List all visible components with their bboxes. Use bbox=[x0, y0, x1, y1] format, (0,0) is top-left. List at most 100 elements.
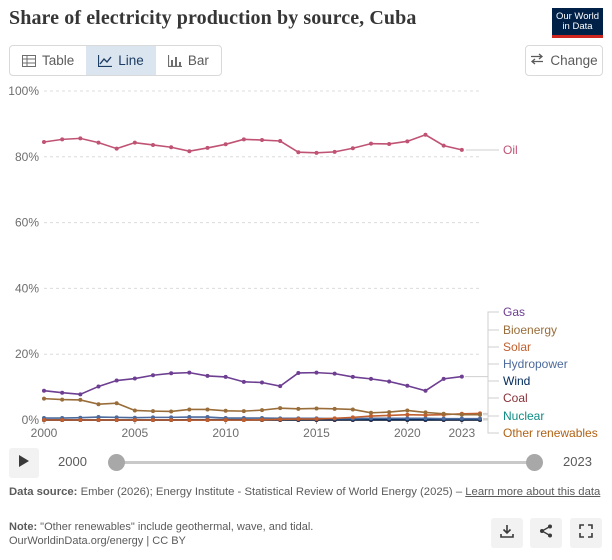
data-point bbox=[169, 371, 174, 376]
data-point bbox=[350, 374, 355, 379]
y-tick-label: 0% bbox=[22, 413, 40, 427]
x-tick-label: 2023 bbox=[448, 426, 475, 440]
tab-table[interactable]: Table bbox=[10, 46, 86, 75]
data-point bbox=[296, 150, 301, 155]
legend-label: Bioenergy bbox=[503, 323, 557, 337]
play-icon bbox=[19, 454, 29, 472]
change-button[interactable]: Change bbox=[525, 45, 603, 76]
legend-label: Other renewables bbox=[503, 426, 598, 440]
data-point bbox=[278, 139, 283, 144]
data-point bbox=[151, 409, 155, 414]
data-point bbox=[169, 418, 174, 422]
data-point bbox=[405, 412, 410, 417]
data-point bbox=[369, 414, 373, 419]
note-prefix: Note: bbox=[9, 521, 38, 533]
data-point bbox=[278, 417, 283, 422]
timeline-start-year: 2000 bbox=[58, 454, 87, 469]
data-point bbox=[78, 397, 83, 402]
data-point bbox=[405, 416, 410, 421]
data-point bbox=[187, 418, 192, 422]
download-button[interactable] bbox=[491, 518, 523, 548]
data-point bbox=[423, 410, 428, 415]
series-line-bioenergy bbox=[43, 397, 480, 416]
data-point bbox=[241, 409, 246, 414]
data-point bbox=[132, 376, 137, 381]
legend-label: Nuclear bbox=[503, 409, 544, 423]
fullscreen-button[interactable] bbox=[570, 518, 602, 548]
share-icon bbox=[539, 524, 553, 543]
data-point bbox=[423, 132, 428, 137]
data-point bbox=[278, 406, 283, 411]
data-point bbox=[387, 416, 392, 421]
data-point bbox=[350, 415, 355, 420]
data-source: Data source: Ember (2026); Energy Instit… bbox=[9, 486, 604, 498]
data-point bbox=[441, 411, 446, 416]
data-point bbox=[441, 143, 446, 148]
data-point bbox=[241, 418, 246, 422]
data-point bbox=[350, 407, 355, 412]
y-tick-label: 20% bbox=[15, 347, 39, 361]
data-point bbox=[314, 150, 319, 155]
data-point bbox=[169, 409, 174, 414]
data-point bbox=[187, 407, 192, 412]
data-point bbox=[459, 147, 464, 152]
data-point bbox=[369, 376, 373, 381]
owid-logo[interactable]: Our World in Data bbox=[552, 8, 603, 38]
data-point bbox=[223, 374, 228, 379]
tab-line[interactable]: Line bbox=[86, 46, 156, 75]
data-point bbox=[223, 418, 228, 422]
data-point bbox=[441, 376, 446, 381]
data-point bbox=[114, 146, 119, 151]
share-button[interactable] bbox=[530, 518, 562, 548]
legend-label: Gas bbox=[503, 305, 525, 319]
note-text: "Other renewables" include geothermal, w… bbox=[37, 521, 314, 533]
data-point bbox=[369, 141, 373, 146]
series-line-oil bbox=[43, 133, 463, 154]
data-point bbox=[96, 402, 101, 407]
timeline-start-handle[interactable] bbox=[108, 454, 125, 471]
tab-bar[interactable]: Bar bbox=[156, 46, 221, 75]
chart-title: Share of electricity production by sourc… bbox=[9, 7, 417, 29]
data-point bbox=[205, 415, 210, 420]
bar-chart-icon bbox=[167, 54, 182, 67]
timeline-end-handle[interactable] bbox=[526, 454, 543, 471]
data-point bbox=[314, 370, 319, 375]
table-icon bbox=[22, 54, 36, 67]
tab-line-label: Line bbox=[118, 53, 144, 68]
data-point bbox=[314, 406, 319, 411]
site-url[interactable]: OurWorldinData.org/energy | CC BY bbox=[9, 535, 186, 547]
data-point bbox=[260, 138, 264, 143]
play-button[interactable] bbox=[9, 448, 39, 478]
x-tick-label: 2020 bbox=[394, 426, 421, 440]
data-point bbox=[241, 137, 246, 142]
data-point bbox=[205, 145, 210, 150]
data-point bbox=[260, 408, 264, 413]
legend-connector bbox=[483, 397, 499, 421]
data-point bbox=[132, 408, 137, 413]
y-tick-label: 60% bbox=[15, 216, 39, 230]
data-point bbox=[405, 408, 410, 413]
timeline-track[interactable] bbox=[116, 461, 535, 464]
data-point bbox=[78, 392, 83, 397]
y-tick-label: 100% bbox=[8, 84, 39, 98]
data-point bbox=[42, 139, 46, 144]
legend-label: Wind bbox=[503, 374, 530, 388]
data-point bbox=[96, 418, 101, 422]
source-text: Ember (2026); Energy Institute - Statist… bbox=[77, 486, 466, 498]
data-point bbox=[441, 416, 446, 421]
data-point bbox=[241, 379, 246, 384]
data-point bbox=[60, 397, 65, 402]
data-point bbox=[423, 416, 428, 421]
legend-label: Hydropower bbox=[503, 357, 568, 371]
data-point bbox=[296, 370, 301, 375]
data-point bbox=[78, 418, 83, 422]
learn-more-link[interactable]: Learn more about this data bbox=[465, 486, 601, 498]
data-point bbox=[296, 406, 301, 411]
tab-table-label: Table bbox=[42, 53, 75, 68]
legend-connector bbox=[483, 363, 499, 420]
data-point bbox=[96, 140, 101, 145]
data-point bbox=[387, 413, 392, 418]
data-point bbox=[42, 418, 46, 422]
data-point bbox=[332, 371, 337, 376]
data-point bbox=[350, 146, 355, 151]
